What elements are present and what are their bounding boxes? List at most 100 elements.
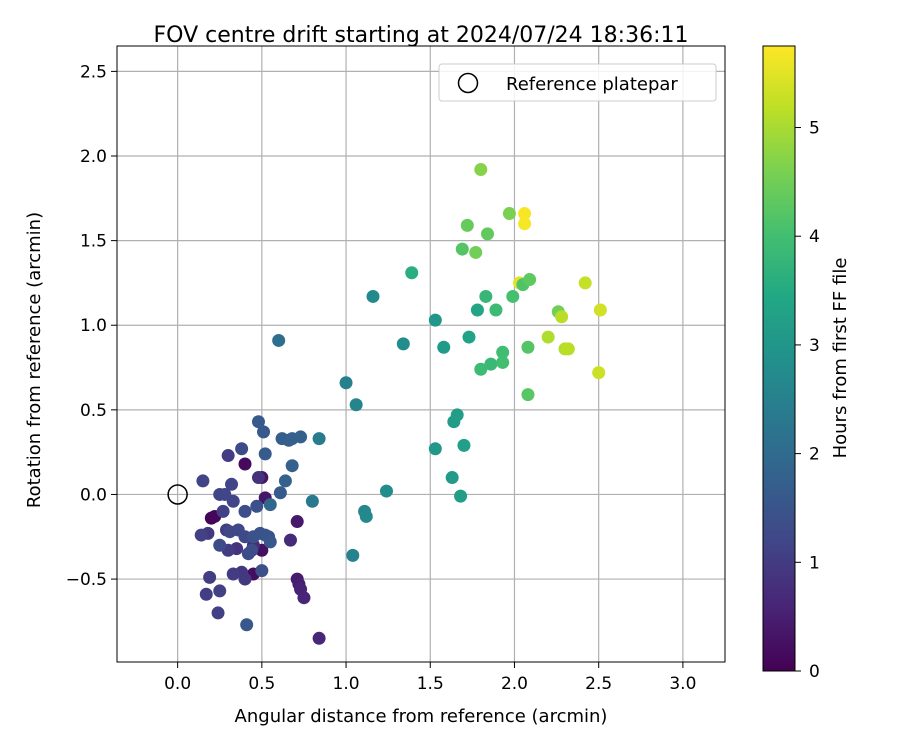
data-point bbox=[213, 584, 227, 598]
y-tick-label: 2.0 bbox=[80, 147, 107, 167]
y-tick-label: 1.0 bbox=[80, 316, 107, 336]
data-point bbox=[245, 543, 259, 557]
data-point bbox=[258, 447, 272, 461]
colorbar-gradient bbox=[762, 45, 796, 672]
plot-area bbox=[117, 46, 725, 662]
x-axis: 0.0 0.5 1.0 1.5 2.0 2.5 3.0 bbox=[164, 662, 696, 694]
y-tick-label: 1.5 bbox=[80, 232, 107, 252]
data-point bbox=[251, 471, 265, 485]
x-tick-label: 3.0 bbox=[669, 674, 696, 694]
y-tick-label: 2.5 bbox=[80, 62, 107, 82]
data-point bbox=[396, 337, 410, 351]
data-point bbox=[470, 303, 484, 317]
data-point bbox=[457, 438, 471, 452]
data-point bbox=[226, 567, 240, 581]
legend: Reference platepar bbox=[438, 63, 717, 102]
data-point bbox=[359, 509, 373, 523]
data-point bbox=[437, 340, 451, 354]
data-point bbox=[474, 362, 488, 376]
data-point bbox=[593, 303, 607, 317]
colorbar-tick-label: 3 bbox=[809, 336, 820, 356]
data-point bbox=[450, 408, 464, 422]
data-point bbox=[297, 591, 311, 605]
data-point bbox=[273, 486, 287, 500]
legend-label: Reference platepar bbox=[506, 74, 678, 95]
data-point bbox=[454, 489, 468, 503]
data-point bbox=[196, 474, 210, 488]
data-point bbox=[481, 227, 495, 241]
data-point bbox=[263, 535, 277, 549]
data-point bbox=[474, 163, 488, 177]
x-tick-label: 1.5 bbox=[417, 674, 444, 694]
data-point bbox=[428, 442, 442, 456]
data-point bbox=[592, 366, 606, 380]
data-point bbox=[312, 631, 326, 645]
x-tick-label: 0.5 bbox=[248, 674, 275, 694]
data-point bbox=[238, 457, 252, 471]
scatter-points bbox=[194, 163, 607, 645]
data-point bbox=[469, 245, 483, 259]
data-point bbox=[255, 564, 269, 578]
data-point bbox=[251, 415, 265, 429]
colorbar-ticks: 0 1 2 3 4 5 bbox=[795, 119, 820, 682]
data-point bbox=[283, 533, 297, 547]
data-point bbox=[290, 515, 304, 529]
data-point bbox=[221, 449, 235, 463]
data-point bbox=[379, 484, 393, 498]
data-point bbox=[496, 355, 510, 369]
data-point bbox=[312, 432, 326, 446]
data-point bbox=[305, 494, 319, 508]
data-point bbox=[203, 570, 217, 584]
data-point bbox=[211, 606, 225, 620]
data-point bbox=[194, 528, 208, 542]
data-point bbox=[250, 499, 264, 513]
colorbar-tick-label: 5 bbox=[809, 119, 820, 139]
data-point bbox=[460, 218, 474, 232]
x-tick-label: 0.0 bbox=[164, 674, 191, 694]
data-point bbox=[405, 266, 419, 280]
plot-frame bbox=[116, 45, 726, 663]
data-point bbox=[484, 357, 498, 371]
colorbar: 0 1 2 3 4 5 Hours from first FF file bbox=[762, 45, 851, 682]
data-point bbox=[502, 207, 516, 221]
colorbar-tick-label: 4 bbox=[809, 227, 820, 247]
data-point bbox=[496, 345, 510, 359]
data-point bbox=[561, 342, 575, 356]
data-point bbox=[518, 217, 532, 231]
data-point bbox=[257, 425, 271, 439]
colorbar-label: Hours from first FF file bbox=[830, 258, 851, 459]
data-point bbox=[272, 333, 286, 347]
x-tick-label: 2.0 bbox=[501, 674, 528, 694]
data-point bbox=[294, 430, 308, 444]
data-point bbox=[462, 330, 476, 344]
data-point bbox=[226, 494, 240, 508]
colorbar-tick-label: 1 bbox=[809, 553, 820, 573]
data-point bbox=[339, 376, 353, 390]
data-point bbox=[246, 530, 260, 544]
legend-marker bbox=[457, 72, 479, 94]
data-point bbox=[349, 398, 363, 412]
data-point bbox=[578, 276, 592, 290]
data-point bbox=[285, 459, 299, 473]
y-tick-label: 0.0 bbox=[80, 485, 107, 505]
data-point bbox=[521, 340, 535, 354]
data-point bbox=[235, 442, 249, 456]
x-axis-label: Angular distance from reference (arcmin) bbox=[235, 706, 608, 727]
reference-point bbox=[167, 484, 188, 505]
data-point bbox=[238, 504, 252, 518]
data-point bbox=[263, 498, 277, 512]
data-point bbox=[428, 313, 442, 327]
chart-title: FOV centre drift starting at 2024/07/24 … bbox=[154, 23, 689, 48]
y-axis: −0.5 0.0 0.5 1.0 1.5 2.0 2.5 bbox=[66, 62, 117, 590]
data-point bbox=[479, 289, 493, 303]
data-point bbox=[455, 242, 469, 256]
colorbar-tick-label: 2 bbox=[809, 445, 820, 465]
y-tick-label: 0.5 bbox=[80, 401, 107, 421]
data-point bbox=[238, 572, 252, 586]
x-tick-label: 2.5 bbox=[585, 674, 612, 694]
data-point bbox=[541, 330, 555, 344]
colorbar-tick-label: 0 bbox=[809, 662, 820, 682]
data-point bbox=[366, 289, 380, 303]
data-point bbox=[240, 618, 254, 632]
